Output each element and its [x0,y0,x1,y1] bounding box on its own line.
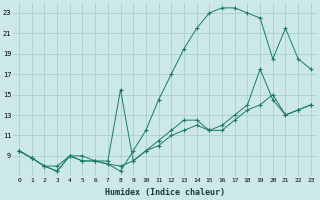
X-axis label: Humidex (Indice chaleur): Humidex (Indice chaleur) [105,188,225,197]
